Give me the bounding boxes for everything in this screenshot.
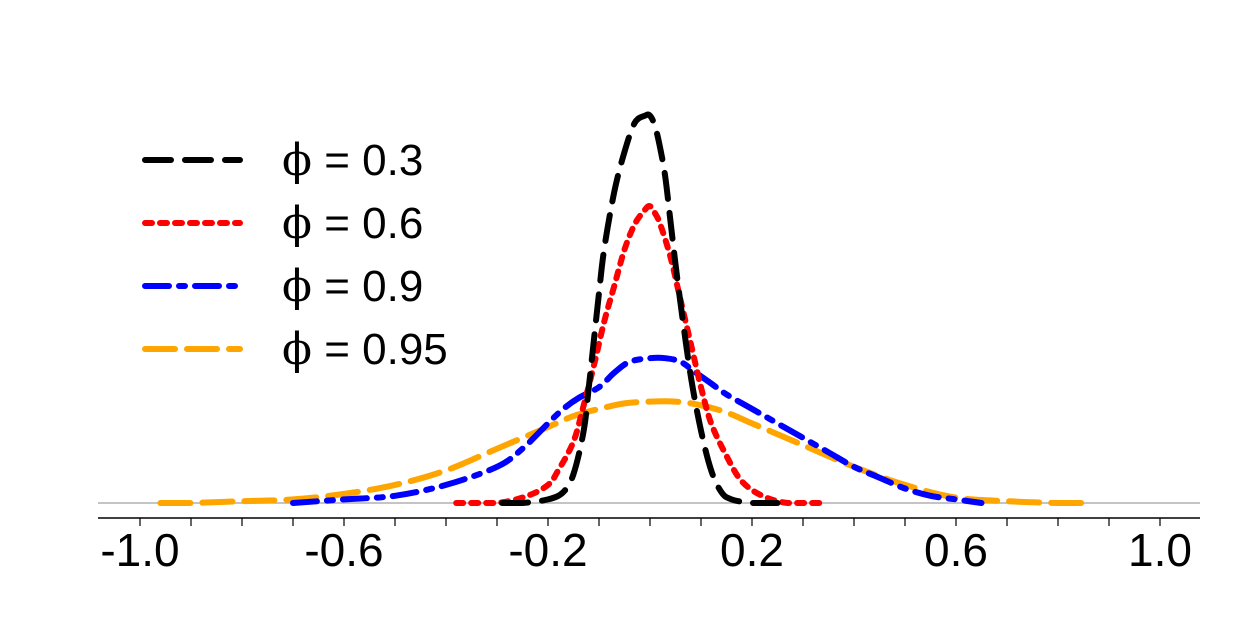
series-line-2 xyxy=(290,354,985,506)
legend-label: ϕ = 0.95 xyxy=(282,324,448,375)
x-tick-label: 0.2 xyxy=(720,524,784,576)
series-line-3 xyxy=(157,398,1087,506)
x-tick-label: 1.0 xyxy=(1128,524,1192,576)
legend: ϕ = 0.3 ϕ = 0.6 ϕ = 0.9 ϕ = 0.95 xyxy=(142,135,448,375)
x-tick-label: -0.6 xyxy=(304,524,383,576)
legend-label: ϕ = 0.6 xyxy=(282,198,423,249)
series-lines xyxy=(157,111,1087,506)
x-tick-label: 0.6 xyxy=(924,524,988,576)
series-line-1 xyxy=(453,203,827,506)
series-line-0 xyxy=(499,111,781,506)
x-tick-label: -1.0 xyxy=(100,524,179,576)
legend-label: ϕ = 0.3 xyxy=(282,135,423,186)
legend-label: ϕ = 0.9 xyxy=(282,261,423,312)
x-tick-label: -0.2 xyxy=(508,524,587,576)
x-axis-ticks xyxy=(139,518,1161,526)
x-axis-tick-labels: -1.0 -0.6 -0.2 0.2 0.6 1.0 xyxy=(100,524,1192,576)
